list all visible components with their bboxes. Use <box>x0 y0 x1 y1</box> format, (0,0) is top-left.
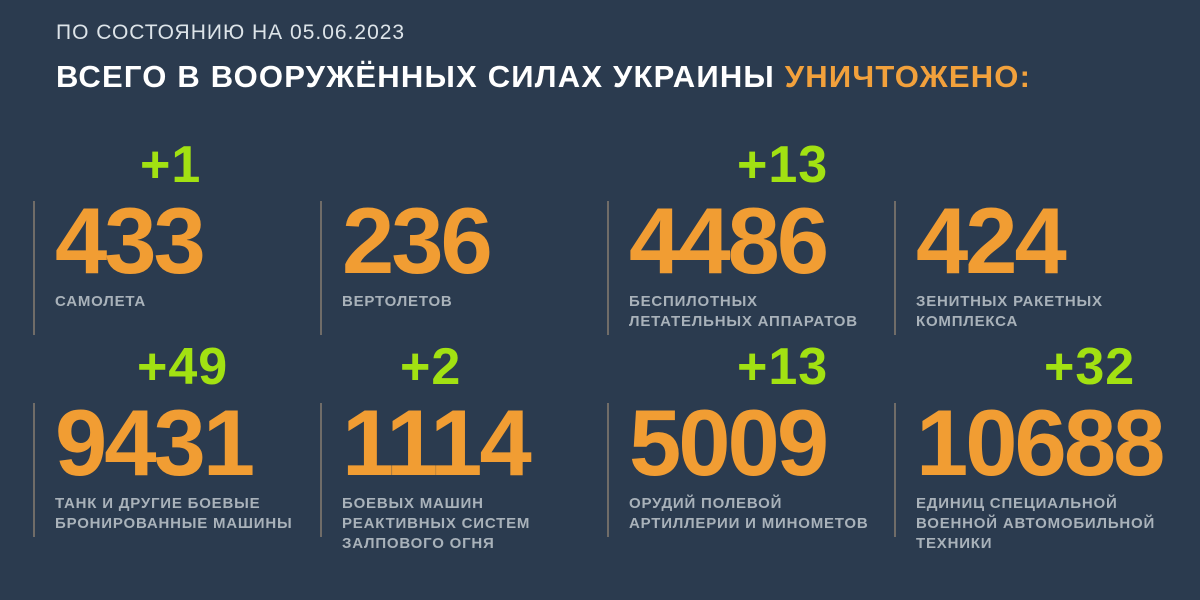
stat-label: ЕДИНИЦ СПЕЦИАЛЬНОЙ ВОЕННОЙ АВТОМОБИЛЬНОЙ… <box>916 495 1156 552</box>
stat-label: ОРУДИЙ ПОЛЕВОЙ АРТИЛЛЕРИИ И МИНОМЕТОВ <box>629 495 869 533</box>
title-main: ВСЕГО В ВООРУЖЁННЫХ СИЛАХ УКРАИНЫ <box>56 59 785 94</box>
stat-value: 10688 <box>916 390 1165 496</box>
stat-value: 424 <box>916 188 1067 293</box>
stat-value: 236 <box>342 188 493 293</box>
stat-value: 4486 <box>629 188 829 293</box>
stat-card-uav: +13 4486 БЕСПИЛОТНЫХ ЛЕТАТЕЛЬНЫХ АППАРАТ… <box>607 136 894 335</box>
stat-label: ТАНК И ДРУГИЕ БОЕВЫЕ БРОНИРОВАННЫЕ МАШИН… <box>55 495 293 533</box>
title-highlight: УНИЧТОЖЕНО: <box>784 59 1032 94</box>
stat-value: 5009 <box>629 390 829 496</box>
page-title: ВСЕГО В ВООРУЖЁННЫХ СИЛАХ УКРАИНЫ УНИЧТО… <box>56 59 1200 95</box>
stat-label: БОЕВЫХ МАШИН РЕАКТИВНЫХ СИСТЕМ ЗАЛПОВОГО… <box>342 495 531 552</box>
stat-delta: +49 <box>137 338 229 397</box>
divider-line <box>894 201 896 335</box>
stat-label: ЗЕНИТНЫХ РАКЕТНЫХ КОМПЛЕКСА <box>916 292 1103 330</box>
stats-row-2: +49 9431 ТАНК И ДРУГИЕ БОЕВЫЕ БРОНИРОВАН… <box>33 339 1200 553</box>
stat-card-sam: 424 ЗЕНИТНЫХ РАКЕТНЫХ КОМПЛЕКСА <box>894 137 1181 335</box>
stat-card-mlrs: +2 1114 БОЕВЫХ МАШИН РЕАКТИВНЫХ СИСТЕМ З… <box>320 339 607 553</box>
divider-line <box>320 201 322 335</box>
stat-value: 9431 <box>55 390 255 496</box>
stat-card-helicopters: 236 ВЕРТОЛЕТОВ <box>320 137 607 335</box>
stat-delta: +2 <box>400 338 462 397</box>
header: ПО СОСТОЯНИЮ НА 05.06.2023 ВСЕГО В ВООРУ… <box>0 0 1200 95</box>
stat-card-vehicles: +32 10688 ЕДИНИЦ СПЕЦИАЛЬНОЙ ВОЕННОЙ АВТ… <box>894 339 1181 553</box>
stat-delta: +13 <box>737 136 829 194</box>
divider-line <box>33 403 35 538</box>
stat-card-artillery: +13 5009 ОРУДИЙ ПОЛЕВОЙ АРТИЛЛЕРИИ И МИН… <box>607 339 894 553</box>
stat-card-tanks: +49 9431 ТАНК И ДРУГИЕ БОЕВЫЕ БРОНИРОВАН… <box>33 339 320 553</box>
stat-label: ВЕРТОЛЕТОВ <box>342 292 453 310</box>
stats-row-1: +1 433 САМОЛЕТА 236 ВЕРТОЛЕТОВ +13 4486 … <box>33 136 1200 335</box>
stat-delta: +32 <box>1044 338 1136 397</box>
stat-value: 433 <box>55 188 206 293</box>
stat-delta: +13 <box>737 338 829 397</box>
divider-line <box>320 403 322 538</box>
stat-label: БЕСПИЛОТНЫХ ЛЕТАТЕЛЬНЫХ АППАРАТОВ <box>629 292 858 330</box>
stat-label: САМОЛЕТА <box>55 292 147 310</box>
divider-line <box>894 403 896 538</box>
divider-line <box>607 403 609 538</box>
stat-card-aircraft: +1 433 САМОЛЕТА <box>33 136 320 335</box>
divider-line <box>33 201 35 335</box>
stat-delta: +1 <box>140 136 202 194</box>
stat-value: 1114 <box>342 390 532 496</box>
report-date: ПО СОСТОЯНИЮ НА 05.06.2023 <box>56 21 406 44</box>
stats-grid: +1 433 САМОЛЕТА 236 ВЕРТОЛЕТОВ +13 4486 … <box>33 137 1200 554</box>
divider-line <box>607 201 609 335</box>
